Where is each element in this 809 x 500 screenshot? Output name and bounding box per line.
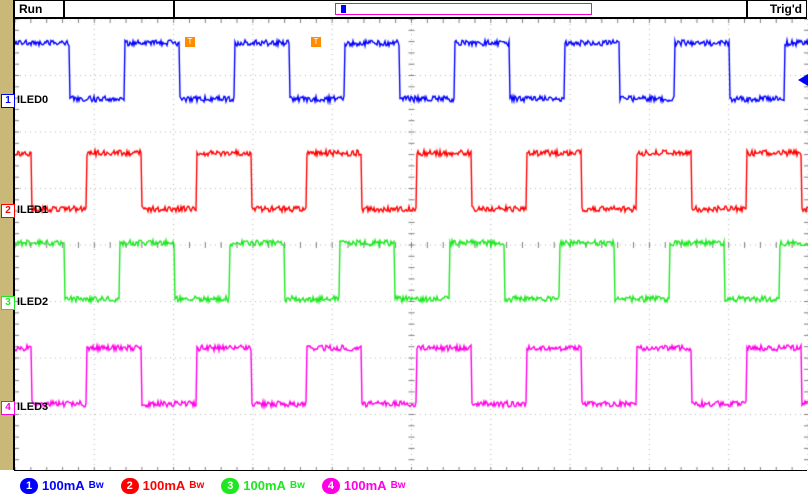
scale-value: 100mA (344, 478, 387, 493)
scale-ch4[interactable]: 4 100mA Bw (322, 478, 405, 494)
scale-badge-icon: 4 (322, 478, 340, 494)
left-gutter (0, 0, 14, 470)
channel-label-2: ILED1 (17, 204, 48, 216)
trigger-status: Trig'd (747, 0, 807, 18)
channel-badge-2[interactable]: 2 (1, 204, 15, 218)
channel-label-3: ILED2 (17, 296, 48, 308)
coupling-indicator: Bw (391, 479, 405, 493)
waveform-plot[interactable]: T T 1ILED02ILED13ILED24ILED3 (14, 18, 807, 470)
channel-scales: 1100mABw2100mABw3100mABw4100mABw (20, 478, 405, 494)
scale-badge-icon: 2 (121, 478, 139, 494)
channel-badge-3[interactable]: 3 (1, 296, 15, 310)
waveform-canvas (15, 19, 808, 471)
scope-frame: Run Trig'd T T 1ILED02ILED13ILED24ILED3 … (0, 0, 809, 500)
coupling-indicator: Bw (189, 479, 203, 493)
channel-label-1: ILED0 (17, 94, 48, 106)
coupling-indicator: Bw (290, 479, 304, 493)
scale-value: 100mA (42, 478, 85, 493)
trigger-level-marker[interactable] (798, 74, 808, 86)
channel-badge-1[interactable]: 1 (1, 94, 15, 108)
timeline-cursor (341, 5, 347, 13)
scale-value: 100mA (243, 478, 286, 493)
scale-ch3[interactable]: 3 100mA Bw (221, 478, 304, 494)
scale-value: 100mA (143, 478, 186, 493)
channel-label-4: ILED3 (17, 401, 48, 413)
scale-ch2[interactable]: 2 100mABw (121, 478, 204, 494)
trigger-marker-1: T (185, 37, 195, 47)
channel-badge-4[interactable]: 4 (1, 401, 15, 415)
coupling-indicator: Bw (89, 479, 103, 493)
timeline-window (335, 3, 592, 15)
scale-badge-icon: 1 (20, 478, 38, 494)
bottom-scale-bar: 1100mABw2100mABw3100mABw4100mABw (14, 470, 807, 500)
scale-ch1[interactable]: 1 100mA Bw (20, 478, 103, 494)
run-status: Run (14, 0, 64, 18)
top-gap1 (64, 0, 174, 18)
trigger-marker-2: T (311, 37, 321, 47)
acquisition-timeline (174, 0, 747, 18)
top-bar: Run Trig'd (14, 0, 807, 18)
scale-badge-icon: 3 (221, 478, 239, 494)
